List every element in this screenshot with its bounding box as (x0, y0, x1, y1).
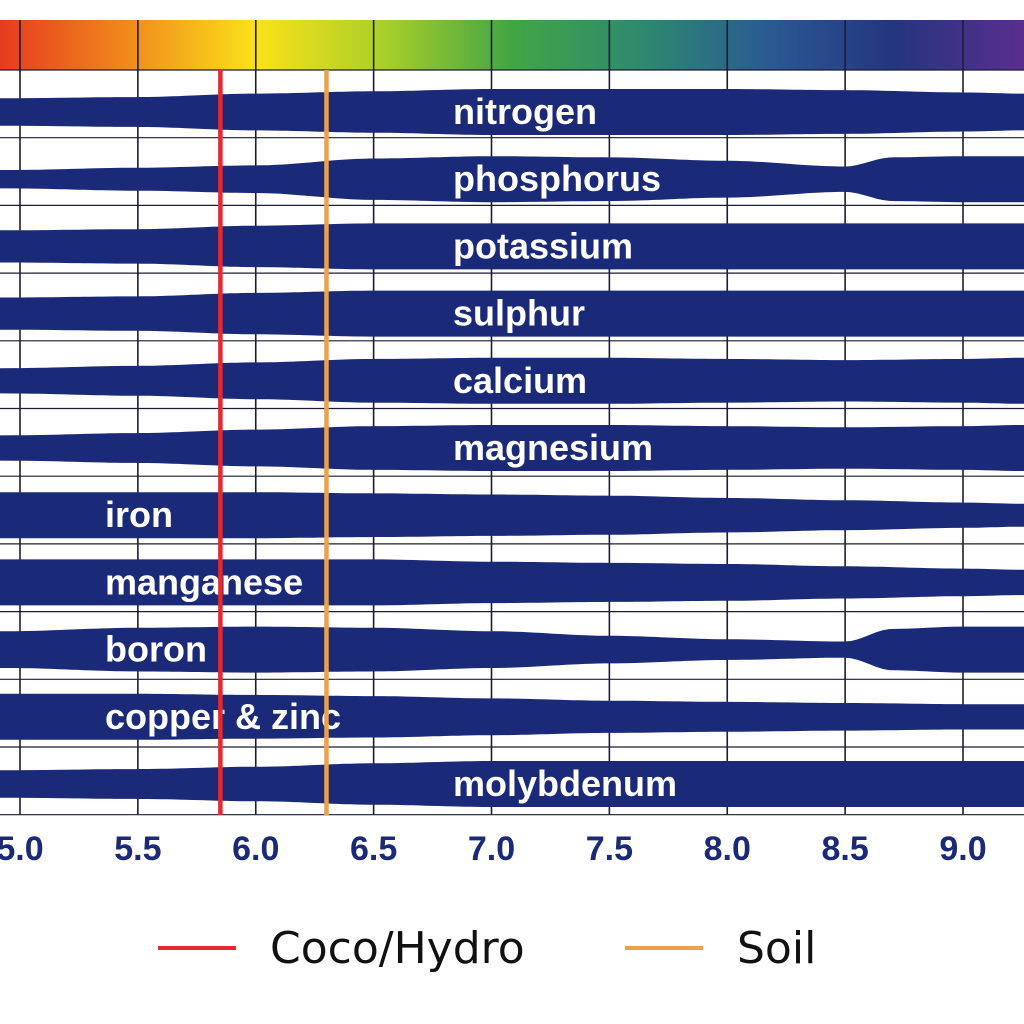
chart-svg: nitrogen phosphorus potassium sulphur calciu… (0, 20, 1024, 868)
band-sulphur (0, 290, 1024, 337)
band-magnesium (0, 425, 1024, 471)
legend: Coco/Hydro Soil (0, 918, 1024, 978)
reference-lines (218, 70, 329, 815)
band-label-copper-zinc: copper & zinc (105, 696, 341, 737)
band-boron (0, 626, 1024, 673)
nutrient-bands: nitrogen phosphorus potassium sulphur calciu… (0, 89, 1024, 807)
band-potassium (0, 223, 1024, 270)
tick-label: 6.5 (350, 830, 397, 868)
tick-label: 7.0 (468, 830, 515, 868)
x-axis-ticks: 5.0 5.5 6.0 6.5 7.0 7.5 8.0 8.5 9.0 (0, 830, 987, 868)
tick-label: 7.5 (586, 830, 633, 868)
band-label-manganese: manganese (105, 561, 303, 602)
tick-label: 5.0 (0, 830, 44, 868)
band-phosphorus (0, 156, 1024, 203)
ph-color-strip (0, 20, 1024, 70)
tick-label: 8.5 (821, 830, 868, 868)
band-calcium (0, 357, 1024, 404)
band-label-phosphorus: phosphorus (453, 158, 661, 199)
band-label-calcium: calcium (453, 360, 587, 401)
tick-label: 6.0 (232, 830, 279, 868)
band-label-magnesium: magnesium (453, 427, 653, 468)
band-label-potassium: potassium (453, 225, 633, 266)
legend-swatch-soil (625, 946, 703, 950)
band-manganese (0, 559, 1024, 606)
band-molybdenum (0, 761, 1024, 807)
band-label-sulphur: sulphur (453, 293, 585, 334)
legend-label-soil: Soil (737, 922, 817, 974)
band-label-nitrogen: nitrogen (453, 91, 597, 132)
legend-item-coco-hydro: Coco/Hydro (158, 918, 525, 978)
grid (0, 20, 1024, 816)
band-iron (0, 492, 1024, 539)
band-label-molybdenum: molybdenum (453, 763, 677, 804)
legend-item-soil: Soil (625, 918, 816, 978)
legend-label-coco-hydro: Coco/Hydro (270, 922, 525, 974)
band-copper-zinc (0, 693, 1024, 740)
legend-swatch-coco-hydro (158, 946, 236, 950)
band-label-boron: boron (105, 629, 207, 670)
tick-label: 9.0 (939, 830, 986, 868)
tick-label: 8.0 (704, 830, 751, 868)
tick-label: 5.5 (114, 830, 161, 868)
band-label-iron: iron (105, 494, 173, 535)
band-nitrogen (0, 89, 1024, 135)
